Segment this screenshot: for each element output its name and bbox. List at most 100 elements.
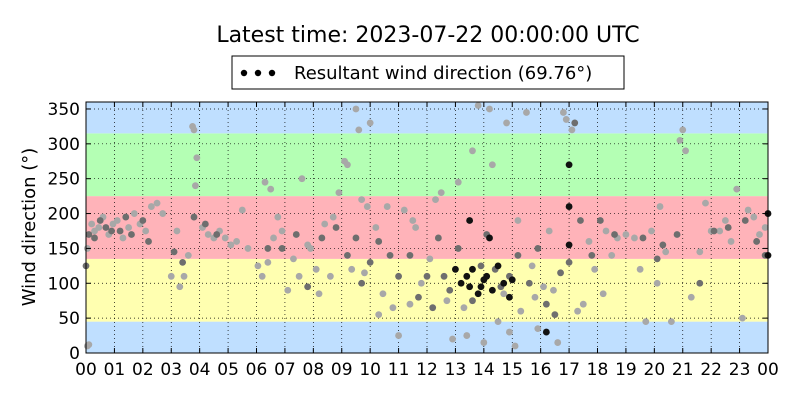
data-point-s0-95: [517, 307, 525, 315]
data-point-s2-1: [457, 279, 465, 287]
y-tick-label: 50: [58, 309, 80, 329]
data-point-s1-61: [724, 224, 732, 231]
data-point-s0-111: [599, 290, 607, 298]
data-point-s1-7: [122, 213, 130, 221]
data-point-s0-54: [329, 213, 337, 221]
data-point-s0-107: [574, 307, 582, 315]
data-point-s2-10: [500, 279, 508, 287]
data-point-s1-18: [292, 231, 300, 238]
data-point-s1-53: [596, 217, 604, 224]
data-point-s0-44: [284, 286, 292, 294]
x-tick-label: 21: [672, 360, 694, 380]
data-point-s0-71: [400, 206, 408, 214]
data-point-s0-66: [375, 311, 383, 319]
x-tick-label: 07: [274, 360, 296, 380]
legend: Resultant wind direction (69.76°): [231, 55, 625, 90]
data-point-s1-37: [469, 297, 476, 305]
data-point-s2-17: [477, 283, 485, 291]
y-tick-label: 300: [48, 135, 80, 155]
data-point-s0-126: [682, 147, 689, 155]
x-tick-label: 13: [445, 360, 467, 380]
data-point-s0-90: [500, 290, 508, 298]
data-points: [82, 102, 772, 350]
x-tick-label: 19: [615, 360, 637, 380]
x-tick-label: 04: [189, 360, 211, 380]
x-tick-label: 00: [75, 360, 97, 380]
x-tick-label: 14: [473, 360, 495, 380]
data-point-s0-84: [469, 147, 476, 155]
data-point-s0-17: [159, 210, 167, 217]
data-point-s0-16: [153, 199, 161, 207]
data-point-s1-57: [659, 241, 667, 249]
data-point-s0-11: [125, 224, 133, 231]
data-point-s1-11: [170, 248, 178, 256]
data-point-s0-38: [261, 178, 269, 186]
data-point-s0-85: [474, 102, 482, 109]
data-point-s0-55: [335, 189, 343, 197]
data-point-s0-129: [702, 199, 709, 207]
y-tick-label: 200: [48, 205, 80, 225]
data-point-s1-56: [653, 255, 661, 263]
data-point-s0-116: [631, 234, 638, 242]
data-point-s0-75: [417, 279, 425, 287]
data-point-s0-39: [264, 258, 272, 266]
data-point-s0-110: [591, 265, 599, 273]
data-point-s0-61: [358, 196, 366, 204]
x-tick-label: 16: [530, 360, 552, 380]
data-point-s0-10: [119, 234, 127, 242]
data-point-s1-3: [96, 217, 104, 224]
data-point-s1-44: [525, 279, 533, 287]
data-point-s1-43: [514, 251, 522, 259]
data-point-s0-89: [494, 318, 502, 326]
legend-label: Resultant wind direction (69.76°): [294, 63, 592, 84]
data-point-s1-9: [139, 217, 147, 224]
data-point-s0-69: [389, 304, 397, 312]
x-tick-label: 12: [416, 360, 438, 380]
data-point-s0-103: [554, 339, 562, 346]
data-point-s0-60: [355, 126, 363, 134]
y-tick-label: 150: [48, 239, 80, 259]
data-point-s0-72: [406, 300, 414, 308]
data-point-s2-8: [488, 286, 496, 294]
y-tick-label: 350: [48, 100, 80, 120]
data-point-s1-31: [423, 272, 431, 280]
data-point-s2-4: [469, 265, 476, 273]
x-tick-label: 05: [217, 360, 239, 380]
data-point-s1-54: [611, 231, 618, 238]
data-point-s0-9: [113, 217, 121, 224]
data-point-s1-6: [116, 227, 124, 235]
data-point-s0-92: [506, 328, 513, 336]
data-point-s1-58: [673, 231, 681, 238]
data-point-s2-16: [565, 241, 573, 249]
data-point-s1-62: [741, 217, 749, 224]
data-point-s1-19: [304, 283, 312, 291]
data-point-s0-93: [511, 342, 519, 350]
data-point-s0-134: [733, 185, 741, 193]
data-point-s0-42: [274, 213, 282, 221]
data-point-s1-60: [710, 227, 718, 235]
data-point-s0-133: [727, 238, 735, 245]
data-point-s1-30: [415, 293, 422, 301]
data-point-s0-28: [204, 231, 212, 238]
data-point-s1-46: [542, 300, 550, 308]
data-point-s0-122: [662, 248, 670, 256]
data-point-s0-46: [295, 272, 303, 280]
data-point-s1-8: [128, 231, 135, 238]
data-point-s0-109: [585, 238, 593, 245]
x-tick-label: 10: [359, 360, 381, 380]
x-tick-label: 23: [729, 360, 751, 380]
data-point-s0-121: [656, 203, 664, 210]
data-point-s2-2: [463, 272, 471, 280]
data-point-s0-15: [147, 203, 155, 210]
data-point-s0-50: [312, 265, 320, 273]
data-point-s2-7: [483, 272, 491, 280]
data-point-s0-81: [454, 178, 462, 186]
data-point-s0-5: [95, 224, 103, 231]
data-point-s0-127: [687, 293, 695, 301]
data-point-s0-135: [739, 314, 746, 322]
data-point-s1-5: [108, 227, 115, 235]
data-point-s0-113: [608, 251, 616, 259]
data-point-s0-83: [463, 332, 471, 339]
data-point-s0-65: [372, 224, 380, 231]
